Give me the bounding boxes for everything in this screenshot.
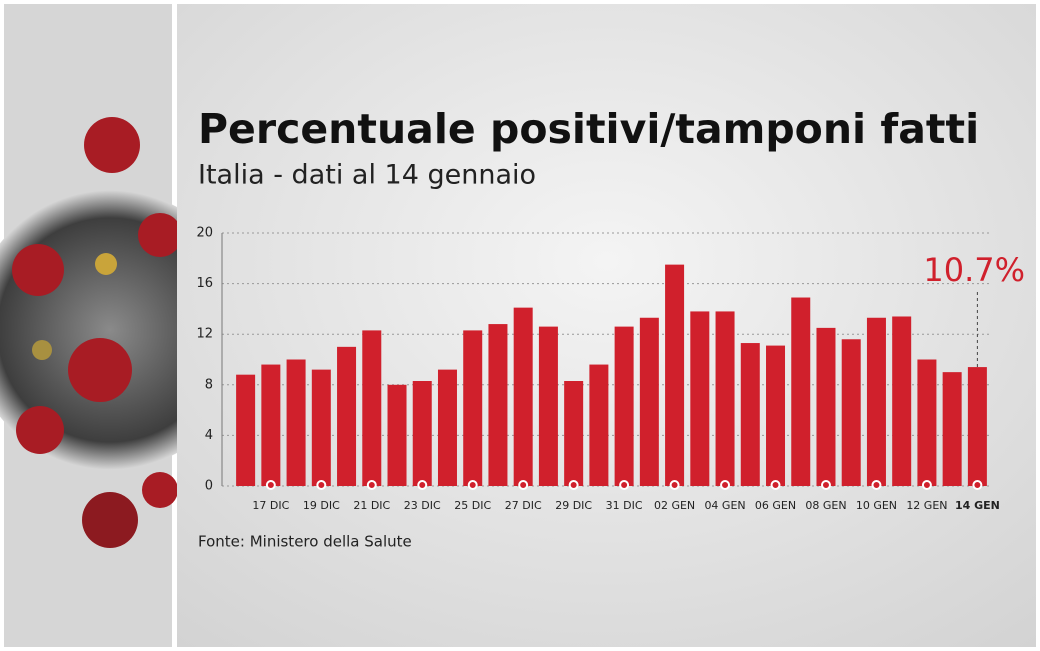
bar [236,374,256,486]
annotation: 10.7% [923,251,1025,289]
bar-dot [871,480,882,490]
bar [816,327,836,486]
bar-dot [820,480,831,490]
bar [311,369,331,486]
bar-dot [568,480,579,490]
bar [488,324,508,486]
x-tick-label: 27 DIC [505,499,542,512]
y-tick-label: 16 [196,276,213,291]
bar [917,359,937,486]
bar [766,345,786,486]
bar [690,311,710,486]
y-tick-label: 4 [205,428,213,443]
y-tick-label: 0 [205,479,213,494]
bar [362,330,382,486]
bar-dot [619,480,630,490]
bar-dot [669,480,680,490]
x-tick-label: 12 GEN [906,499,947,512]
bar [639,317,659,486]
x-tick-label: 31 DIC [606,499,643,512]
bar [538,326,558,486]
x-tick-label: 04 GEN [704,499,745,512]
bar [942,372,962,486]
bar [261,364,281,486]
x-tick-label: 21 DIC [353,499,390,512]
source: Fonte: Ministero della Salute [198,533,412,551]
x-tick-label: 10 GEN [856,499,897,512]
bar [715,311,735,486]
bar [337,346,357,486]
chart-title: Percentuale positivi/tamponi fatti [198,105,979,153]
bar-dot [316,480,327,490]
x-tick-label: 02 GEN [654,499,695,512]
bar [614,326,634,486]
bar-dot [720,480,731,490]
bar [286,359,306,486]
bar [791,297,811,486]
bar [740,343,760,486]
bar [463,330,483,486]
y-tick-label: 12 [196,327,213,342]
x-tick-label: 08 GEN [805,499,846,512]
x-tick-label: 14 GEN [955,499,1000,512]
bar-dot [366,480,377,490]
bar-dot [467,480,478,490]
x-tick-label: 23 DIC [404,499,441,512]
bar [412,381,432,486]
bar [967,367,987,486]
bar [665,264,685,486]
bar-dot [417,480,428,490]
x-tick-label: 29 DIC [555,499,592,512]
bar [866,317,886,486]
chart-subtitle: Italia - dati al 14 gennaio [198,160,536,191]
bar-dot [972,480,983,490]
bar-dot [265,480,276,490]
x-tick-label: 19 DIC [303,499,340,512]
bar [892,316,912,486]
bar [564,381,584,486]
bar [437,369,457,486]
bar-dot [518,480,529,490]
bar [387,384,407,486]
bar [841,339,861,486]
x-tick-label: 17 DIC [252,499,289,512]
bar [513,307,533,486]
virus-image [0,4,250,647]
bar-dot [770,480,781,490]
bar [589,364,609,486]
x-tick-label: 25 DIC [454,499,491,512]
x-tick-label: 06 GEN [755,499,796,512]
bar-dot [921,480,932,490]
y-tick-label: 8 [205,377,213,392]
y-tick-label: 20 [196,226,213,241]
